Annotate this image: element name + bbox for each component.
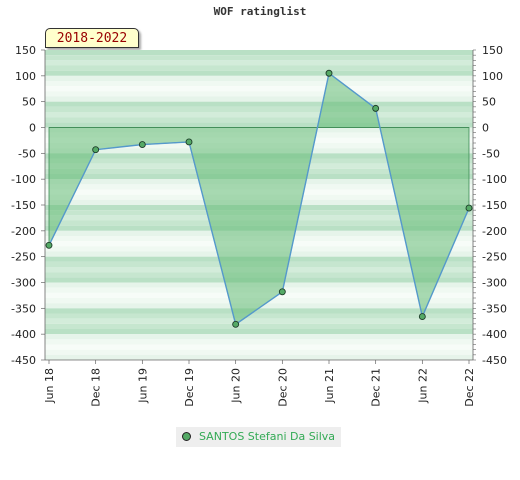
x-tick-label: Dec 22 (463, 368, 476, 407)
grid-band (45, 318, 473, 324)
grid-band (45, 122, 473, 128)
grid-band (45, 96, 473, 102)
y-tick-label-left: 100 (15, 70, 36, 83)
grid-band (45, 91, 473, 97)
y-tick-label-right: -450 (482, 354, 507, 367)
grid-band (45, 354, 473, 360)
grid-band (45, 334, 473, 340)
series-line (48, 72, 470, 326)
grid-band (45, 50, 473, 56)
y-tick-label-left: 50 (22, 96, 36, 109)
x-tick-label: Dec 21 (370, 368, 383, 407)
grid-band (45, 313, 473, 319)
x-tick-label: Jun 20 (230, 368, 243, 404)
grid-band (45, 339, 473, 345)
y-tick-label-left: -100 (11, 173, 36, 186)
y-tick-label-right: -300 (482, 277, 507, 290)
data-point (185, 138, 193, 146)
y-tick-label-left: -200 (11, 225, 36, 238)
x-tick-label: Jun 21 (323, 368, 336, 404)
grid-band (45, 344, 473, 350)
grid-band (45, 117, 473, 123)
legend-marker-icon (182, 432, 191, 441)
grid-band (45, 106, 473, 112)
data-point (92, 146, 100, 154)
y-tick-label-left: 0 (29, 122, 36, 135)
legend-series-label: SANTOS Stefani Da Silva (199, 430, 336, 443)
legend[interactable]: SANTOS Stefani Da Silva (176, 427, 342, 447)
y-tick-label-right: -400 (482, 328, 507, 341)
grid-band (45, 101, 473, 107)
x-tick-label: Dec 18 (90, 368, 103, 407)
y-tick-label-left: -150 (11, 199, 36, 212)
grid-band (45, 81, 473, 87)
grid-band (45, 86, 473, 92)
data-point (465, 204, 473, 212)
y-tick-label-left: -400 (11, 328, 36, 341)
grid-band (45, 65, 473, 71)
y-tick-label-left: -350 (11, 302, 36, 315)
grid-band (45, 112, 473, 118)
y-tick-label-right: -100 (482, 173, 507, 186)
y-tick-label-right: 100 (482, 70, 503, 83)
chart-title: WOF ratinglist (213, 5, 307, 18)
grid-band (45, 323, 473, 329)
data-point (138, 141, 146, 149)
y-tick-label-left: -450 (11, 354, 36, 367)
grid-band (45, 308, 473, 314)
x-tick-label: Dec 19 (183, 368, 196, 407)
y-tick-label-left: 150 (15, 44, 36, 57)
y-tick-label-right: -250 (482, 251, 507, 264)
grid-band (45, 70, 473, 76)
y-tick-label-right: -200 (482, 225, 507, 238)
y-tick-label-right: -50 (482, 147, 500, 160)
x-tick-label: Jun 19 (136, 368, 149, 404)
y-tick-label-left: -50 (18, 147, 36, 160)
grid-band (45, 55, 473, 61)
grid-band (45, 75, 473, 81)
x-tick-label: Jun 18 (43, 368, 56, 404)
y-tick-label-right: -150 (482, 199, 507, 212)
data-point (418, 313, 426, 321)
grid-band (45, 60, 473, 66)
y-tick-label-left: -250 (11, 251, 36, 264)
y-tick-label-left: -300 (11, 277, 36, 290)
data-point (278, 288, 286, 296)
x-tick-label: Dec 20 (276, 368, 289, 407)
grid-band (45, 349, 473, 355)
x-tick-label: Jun 22 (416, 368, 429, 404)
data-point (372, 104, 380, 112)
period-badge: 2018-2022 (45, 28, 139, 48)
data-point (325, 69, 333, 77)
data-point (232, 320, 240, 328)
grid-band (45, 329, 473, 335)
y-tick-label-right: -350 (482, 302, 507, 315)
y-tick-label-right: 150 (482, 44, 503, 57)
y-tick-label-right: 50 (482, 96, 496, 109)
y-tick-label-right: 0 (482, 122, 489, 135)
data-point (45, 241, 53, 249)
